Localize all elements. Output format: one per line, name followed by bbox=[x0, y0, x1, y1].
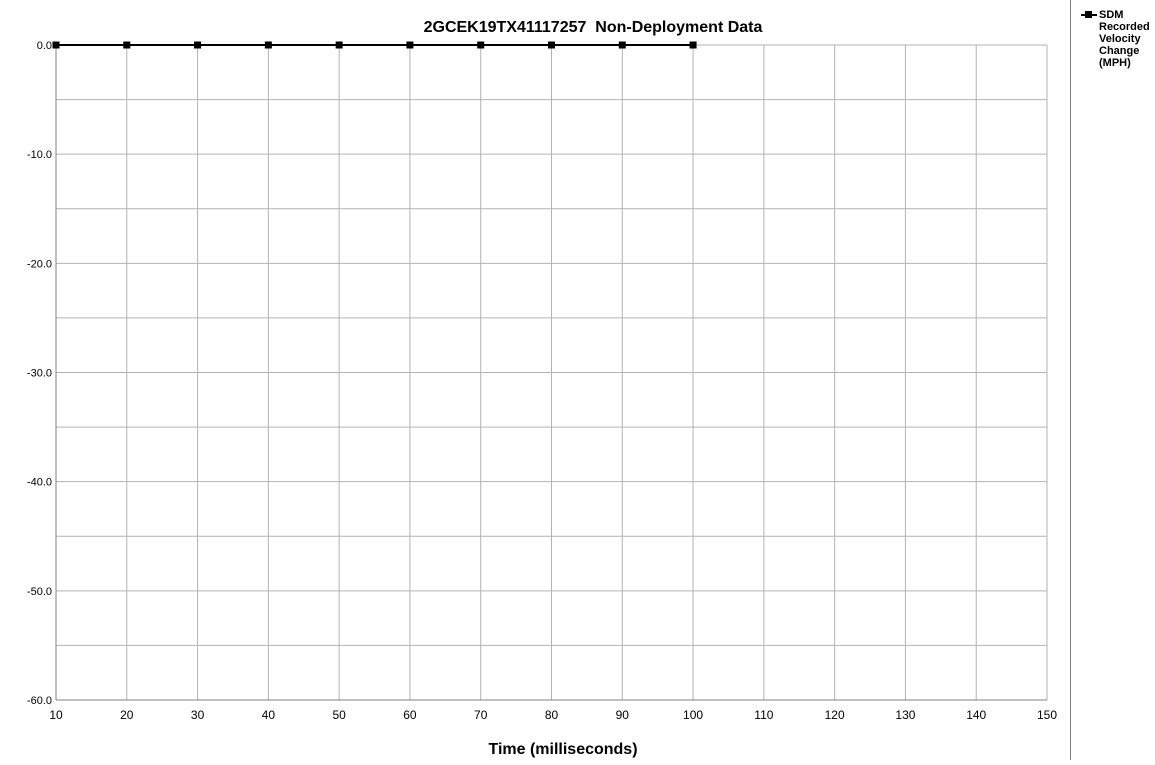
x-tick-label: 130 bbox=[895, 708, 915, 722]
x-axis-label: Time (milliseconds) bbox=[488, 741, 637, 758]
x-tick-label: 40 bbox=[262, 708, 276, 722]
axes bbox=[55, 45, 1047, 701]
x-tick-label: 10 bbox=[49, 708, 63, 722]
x-tick-label: 60 bbox=[403, 708, 417, 722]
y-tick-label: -40.0 bbox=[27, 477, 52, 489]
x-tick-label: 90 bbox=[616, 708, 630, 722]
y-tick-label: -30.0 bbox=[27, 368, 52, 380]
data-point bbox=[477, 41, 485, 49]
data-point bbox=[194, 41, 202, 49]
y-tick-label: -10.0 bbox=[27, 149, 52, 161]
legend-item: SDM Recorded Velocity Change (MPH) bbox=[1081, 9, 1155, 69]
series-layer bbox=[52, 41, 697, 49]
legend-swatch bbox=[1081, 10, 1097, 20]
x-tick-label: 70 bbox=[474, 708, 488, 722]
tick-labels: 10 20 30 40 50 60 70 80 90 100 110 120 130 140 150 0.0 -… bbox=[27, 40, 1057, 722]
x-tick-label: 50 bbox=[332, 708, 346, 722]
y-tick-label: 0.0 bbox=[37, 40, 52, 52]
x-tick-label: 80 bbox=[545, 708, 559, 722]
data-point bbox=[335, 41, 343, 49]
x-tick-label: 150 bbox=[1037, 708, 1057, 722]
legend-label: SDM Recorded Velocity Change (MPH) bbox=[1099, 9, 1150, 69]
legend: SDM Recorded Velocity Change (MPH) bbox=[1070, 0, 1155, 760]
y-tick-label: -50.0 bbox=[27, 586, 52, 598]
data-point bbox=[689, 41, 697, 49]
data-point bbox=[618, 41, 626, 49]
x-tick-label: 110 bbox=[754, 708, 773, 722]
x-tick-label: 30 bbox=[191, 708, 205, 722]
x-tick-label: 140 bbox=[966, 708, 986, 722]
x-tick-label: 100 bbox=[683, 708, 703, 722]
data-point bbox=[264, 41, 272, 49]
data-point bbox=[406, 41, 414, 49]
data-point bbox=[123, 41, 131, 49]
y-tick-label: -60.0 bbox=[27, 695, 52, 707]
chart-title: 2GCEK19TX41117257 Non-Deployment Data bbox=[424, 19, 763, 36]
x-tick-label: 120 bbox=[825, 708, 845, 722]
y-tick-label: -20.0 bbox=[27, 258, 52, 270]
x-tick-label: 20 bbox=[120, 708, 134, 722]
data-point bbox=[52, 41, 60, 49]
data-point bbox=[548, 41, 555, 49]
grid bbox=[55, 44, 1048, 701]
